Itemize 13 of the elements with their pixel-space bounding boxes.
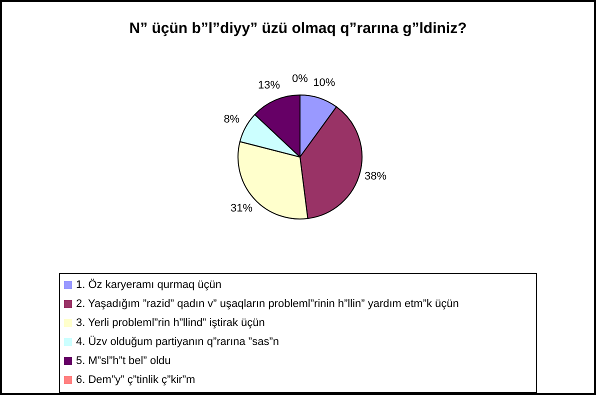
legend-label: 2. Yaşadığım ”razid” qadın v” uşaqların probleml”rinin h”llin” yardım etm”k üçün	[76, 298, 459, 310]
legend-label: 4. Üzv olduğum partiyanın q”rarına ”sas”n	[76, 336, 279, 348]
legend-label: 5. M”sl”h”t bel” oldu	[76, 355, 171, 367]
chart-title: N” üçün b”l”diyy” üzü olmaq q”rarına g”ldiniz?	[128, 20, 468, 39]
legend-label: 6. Dem”y” ç”tinlik ç”kir”m	[76, 374, 196, 386]
data-label: 13%	[258, 79, 280, 92]
data-label: 10%	[313, 76, 336, 89]
text: 0%	[292, 73, 308, 85]
data-label: 8%	[224, 113, 240, 126]
data-label: 38%	[364, 170, 387, 182]
legend-label: 1. Öz karyeramı qurmaq üçün	[76, 279, 222, 291]
data-label: 31%	[230, 202, 253, 215]
legend-label: 3. Yerli probleml”rin h”llind” iştirak üçün	[76, 317, 265, 329]
